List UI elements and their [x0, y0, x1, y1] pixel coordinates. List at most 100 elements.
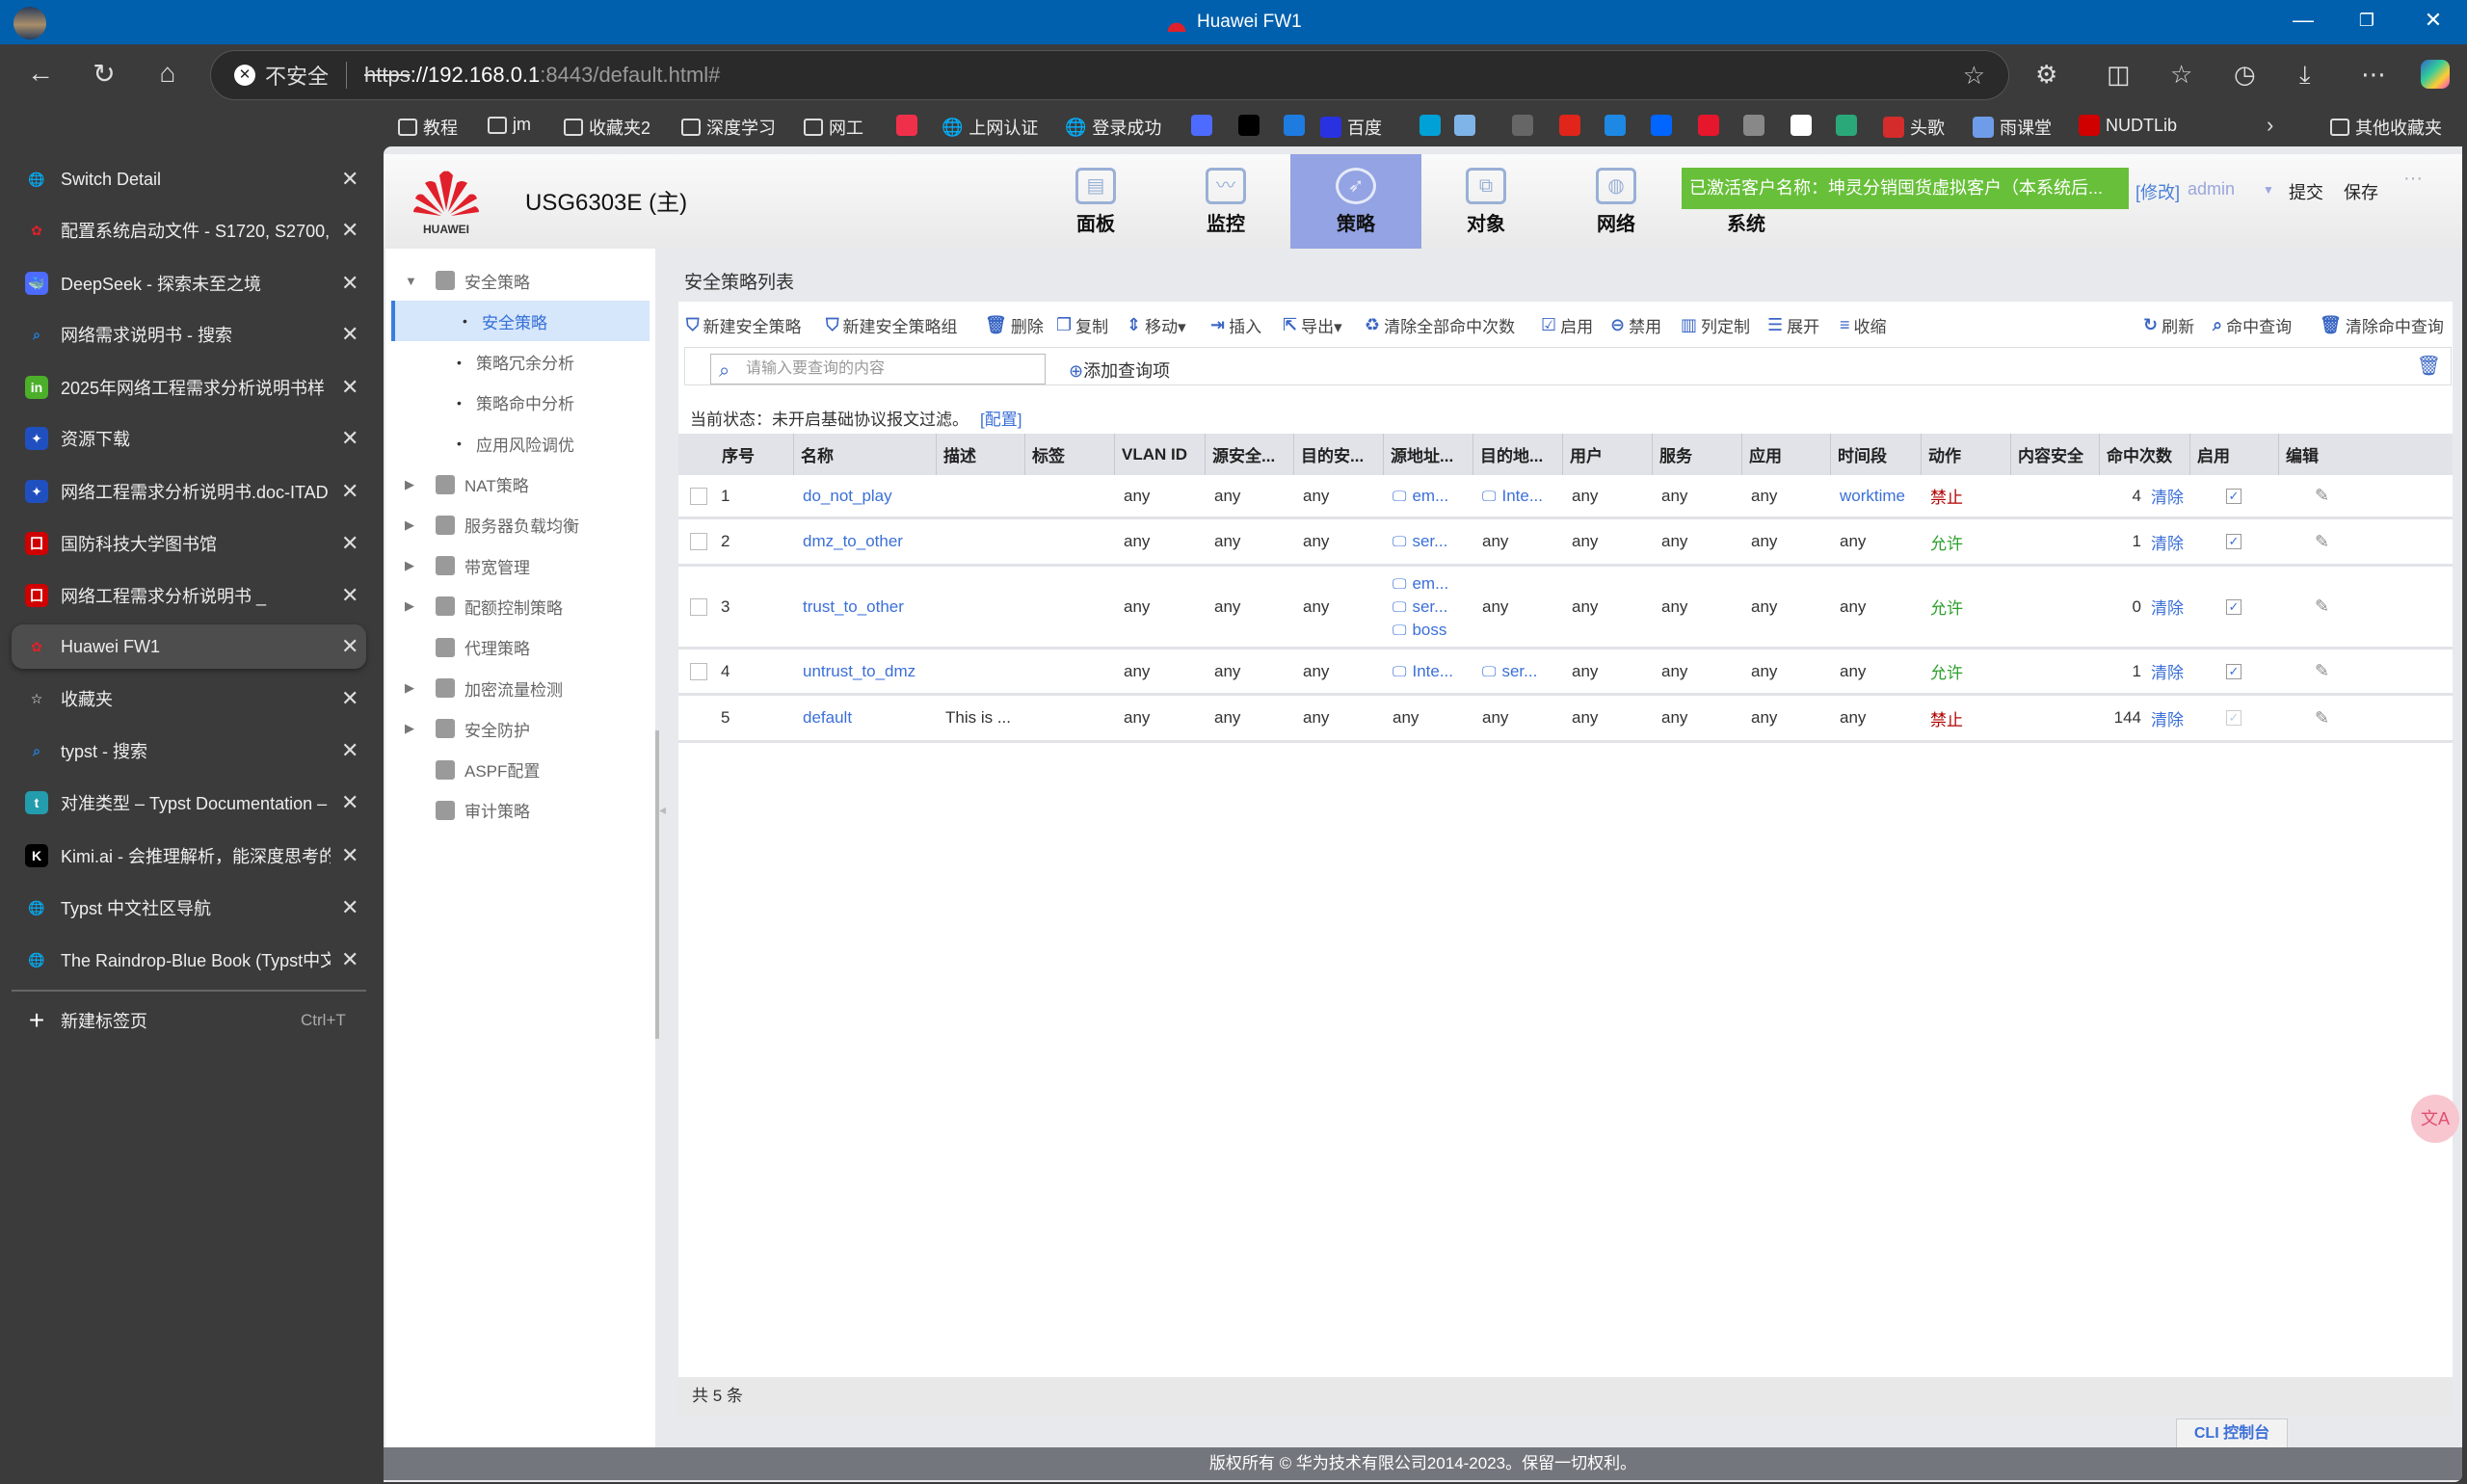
- policy-name-link[interactable]: untrust_to_dmz: [803, 661, 916, 680]
- modify-link[interactable]: [修改]: [2135, 183, 2181, 202]
- clear-hits-link[interactable]: 清除: [2151, 710, 2184, 729]
- bookmark-app[interactable]: 雨课堂: [1973, 115, 2052, 140]
- tab-item[interactable]: 🌐 Switch Detail ✕: [12, 157, 366, 201]
- tab-item[interactable]: 囗国防科技大学图书馆 ✕: [12, 521, 366, 566]
- table-row[interactable]: 4 untrust_to_dmz any any any Inte... ser... any…: [678, 649, 2453, 696]
- user-menu[interactable]: admin: [2188, 179, 2236, 199]
- tree-item[interactable]: ▶ 带宽管理: [385, 545, 655, 586]
- bookmark-tv[interactable]: [1512, 115, 1533, 136]
- toolbar-expand[interactable]: ☰ 展开: [1767, 313, 1819, 337]
- new-tab-button[interactable]: + 新建标签页 Ctrl+T: [12, 998, 366, 1043]
- tab-item[interactable]: 🌐 Typst 中文社区导航 ✕: [12, 886, 366, 930]
- extensions-icon[interactable]: ⚙: [2035, 60, 2058, 89]
- submit-button[interactable]: 提交: [2289, 183, 2323, 202]
- column-header[interactable]: 源地址...: [1383, 434, 1472, 475]
- bookmark-jd[interactable]: [1559, 115, 1580, 136]
- policy-name-link[interactable]: dmz_to_other: [803, 532, 903, 550]
- close-tab-icon[interactable]: ✕: [341, 686, 359, 710]
- policy-name-link[interactable]: do_not_play: [803, 486, 892, 505]
- bookmark-app[interactable]: [1284, 115, 1305, 136]
- toolbar-hit-query[interactable]: ⌕ 命中查询: [2213, 313, 2292, 337]
- bookmark-folder[interactable]: 教程: [398, 115, 458, 140]
- column-header[interactable]: 服务: [1652, 434, 1741, 475]
- split-screen-icon[interactable]: ◫: [2107, 60, 2131, 89]
- caret-right-icon[interactable]: ▶: [405, 680, 414, 695]
- column-header[interactable]: VLAN ID: [1114, 434, 1205, 475]
- column-header[interactable]: 序号: [722, 447, 755, 465]
- nav-tab-globe[interactable]: ◍ 网络: [1551, 154, 1682, 249]
- bookmark-app[interactable]: [1454, 115, 1475, 136]
- column-header[interactable]: 编辑: [2278, 434, 2366, 475]
- tab-item[interactable]: ☆ 收藏夹 ✕: [12, 676, 366, 721]
- row-checkbox[interactable]: [690, 597, 707, 616]
- column-header[interactable]: 动作: [1921, 434, 2010, 475]
- edit-icon[interactable]: ✎: [2314, 531, 2330, 551]
- tree-scrollbar[interactable]: [655, 730, 659, 1039]
- translate-icon[interactable]: 文A: [2411, 1095, 2459, 1143]
- caret-right-icon[interactable]: ▶: [405, 476, 414, 491]
- toolbar-export[interactable]: ⇱ 导出▾: [1283, 313, 1342, 337]
- close-tab-icon[interactable]: ✕: [341, 479, 359, 503]
- column-header[interactable]: 时间段: [1830, 434, 1921, 475]
- caret-down-icon[interactable]: ▼: [405, 273, 417, 288]
- tree-item[interactable]: ASPF配置: [385, 750, 655, 790]
- tab-item[interactable]: 囗网络工程需求分析说明书 _ ✕: [12, 573, 366, 618]
- close-tab-icon[interactable]: ✕: [341, 322, 359, 346]
- bookmark-bilibili[interactable]: [1419, 115, 1441, 136]
- toolbar-trash[interactable]: 🗑 删除: [985, 313, 1044, 337]
- toolbar-insert[interactable]: ⇥ 插入: [1210, 313, 1261, 337]
- schedule[interactable]: worktime: [1840, 486, 1906, 505]
- tree-item[interactable]: ▶ 配额控制策略: [385, 586, 655, 626]
- history-icon[interactable]: ◷: [2234, 60, 2256, 89]
- close-tab-icon[interactable]: ✕: [341, 167, 359, 191]
- caret-right-icon[interactable]: ▶: [405, 517, 414, 532]
- toolbar-move[interactable]: ⇕ 移动▾: [1127, 313, 1186, 337]
- toolbar-check-square[interactable]: ☑ 启用: [1541, 313, 1593, 337]
- policy-name-link[interactable]: trust_to_other: [803, 596, 904, 616]
- add-query-button[interactable]: ⊕添加查询项: [1069, 358, 1170, 383]
- column-header[interactable]: 内容安全: [2010, 434, 2099, 475]
- tree-item[interactable]: ▶ 加密流量检测: [385, 668, 655, 708]
- tab-item[interactable]: ✿ 配置系统启动文件 - S1720, S2700, S5700 ✕: [12, 208, 366, 252]
- tree-item[interactable]: ▼ 安全策略: [385, 260, 655, 301]
- close-tab-icon[interactable]: ✕: [341, 375, 359, 399]
- bookmark-apple[interactable]: [1743, 115, 1764, 136]
- enable-checkbox[interactable]: ✓: [2226, 534, 2242, 549]
- downloads-icon[interactable]: ⤓: [2299, 60, 2311, 89]
- back-icon[interactable]: ←: [27, 58, 54, 88]
- not-secure-icon[interactable]: ✕: [234, 65, 255, 86]
- column-header[interactable]: 目的安...: [1293, 434, 1383, 475]
- table-row[interactable]: 2 dmz_to_other any any any ser... any any any any…: [678, 519, 2453, 567]
- refresh-icon[interactable]: ↻: [93, 59, 116, 89]
- other-bookmarks[interactable]: 其他收藏夹: [2330, 115, 2442, 140]
- tree-item[interactable]: 审计策略: [385, 790, 655, 831]
- tree-item[interactable]: ▶ 安全防护: [385, 708, 655, 749]
- user-dropdown-icon[interactable]: ▼: [2263, 183, 2274, 197]
- toolbar-minus-circle[interactable]: ⊖ 禁用: [1610, 313, 1661, 337]
- close-tab-icon[interactable]: ✕: [341, 634, 359, 658]
- column-header[interactable]: 启用: [2189, 434, 2278, 475]
- caret-right-icon[interactable]: ▶: [405, 558, 414, 573]
- favorite-star-icon[interactable]: ☆: [1962, 60, 1985, 90]
- minimize-button[interactable]: —: [2293, 8, 2314, 32]
- more-bookmarks-chevron-icon[interactable]: ›: [2267, 113, 2274, 137]
- row-checkbox[interactable]: [690, 533, 707, 550]
- bookmark-deepseek[interactable]: [1191, 115, 1212, 136]
- edit-icon[interactable]: ✎: [2314, 661, 2330, 680]
- close-tab-icon[interactable]: ✕: [341, 738, 359, 762]
- address-object-link[interactable]: Inte...: [1482, 487, 1543, 506]
- restore-button[interactable]: ❐: [2358, 11, 2375, 30]
- security-label[interactable]: 不安全: [265, 65, 330, 89]
- clear-hits-link[interactable]: 清除: [2151, 599, 2184, 618]
- toolbar-copy[interactable]: ❐ 复制: [1056, 313, 1108, 337]
- collapse-tree-icon[interactable]: ◂: [659, 802, 667, 817]
- clear-hits-link[interactable]: 清除: [2151, 664, 2184, 682]
- url-input[interactable]: ✕ 不安全 https://192.168.0.1:8443/default.h…: [210, 50, 2009, 100]
- enable-checkbox[interactable]: ✓: [2226, 488, 2242, 504]
- caret-right-icon[interactable]: ▶: [405, 721, 414, 736]
- bookmark-app[interactable]: [1836, 115, 1857, 136]
- bookmark-folder[interactable]: 收藏夹2: [564, 115, 650, 140]
- enable-checkbox[interactable]: ✓: [2226, 598, 2242, 615]
- address-object-link[interactable]: boss: [1393, 621, 1448, 640]
- tab-item[interactable]: 🐳 DeepSeek - 探索未至之境 ✕: [12, 261, 366, 305]
